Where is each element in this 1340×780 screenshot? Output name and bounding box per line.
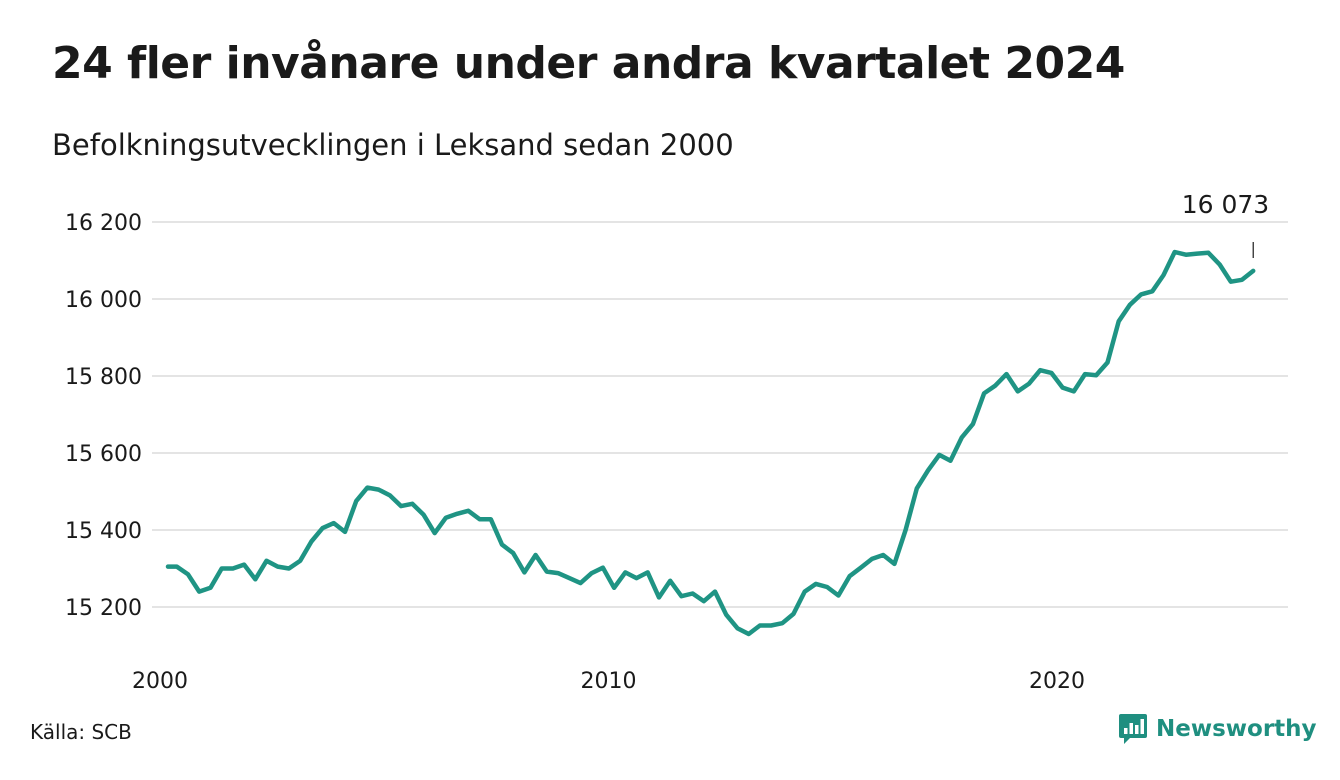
chart-title: 24 fler invånare under andra kvartalet 2… [52, 38, 1125, 89]
series-lines [165, 249, 1256, 637]
y-tick-label: 16 000 [65, 288, 142, 313]
y-tick-label: 15 600 [65, 442, 142, 467]
series-line-0 [165, 249, 1256, 637]
brand-name: Newsworthy [1156, 716, 1317, 742]
y-tick-label: 16 200 [65, 211, 142, 236]
y-tick-label: 15 800 [65, 365, 142, 390]
y-tick-label: 15 400 [65, 519, 142, 544]
chart-bubble-icon [1119, 714, 1147, 744]
grid-lines [152, 221, 1288, 608]
end-value-label: 16 073 [1182, 190, 1269, 219]
x-axis-labels: 2000 2010 2020 [132, 669, 1085, 694]
brand-logo: Newsworthy [1118, 712, 1317, 746]
end-annotation: 16 073 [1182, 190, 1269, 258]
chart-subtitle: Befolkningsutvecklingen i Leksand sedan … [52, 128, 734, 162]
x-tick-label: 2000 [132, 669, 188, 694]
x-tick-label: 2010 [581, 669, 637, 694]
y-tick-label: 15 200 [65, 596, 142, 621]
source-note: Källa: SCB [30, 720, 132, 744]
x-tick-label: 2020 [1029, 669, 1085, 694]
y-axis-labels: 15 200 15 400 15 600 15 800 16 000 16 200 [65, 211, 142, 621]
